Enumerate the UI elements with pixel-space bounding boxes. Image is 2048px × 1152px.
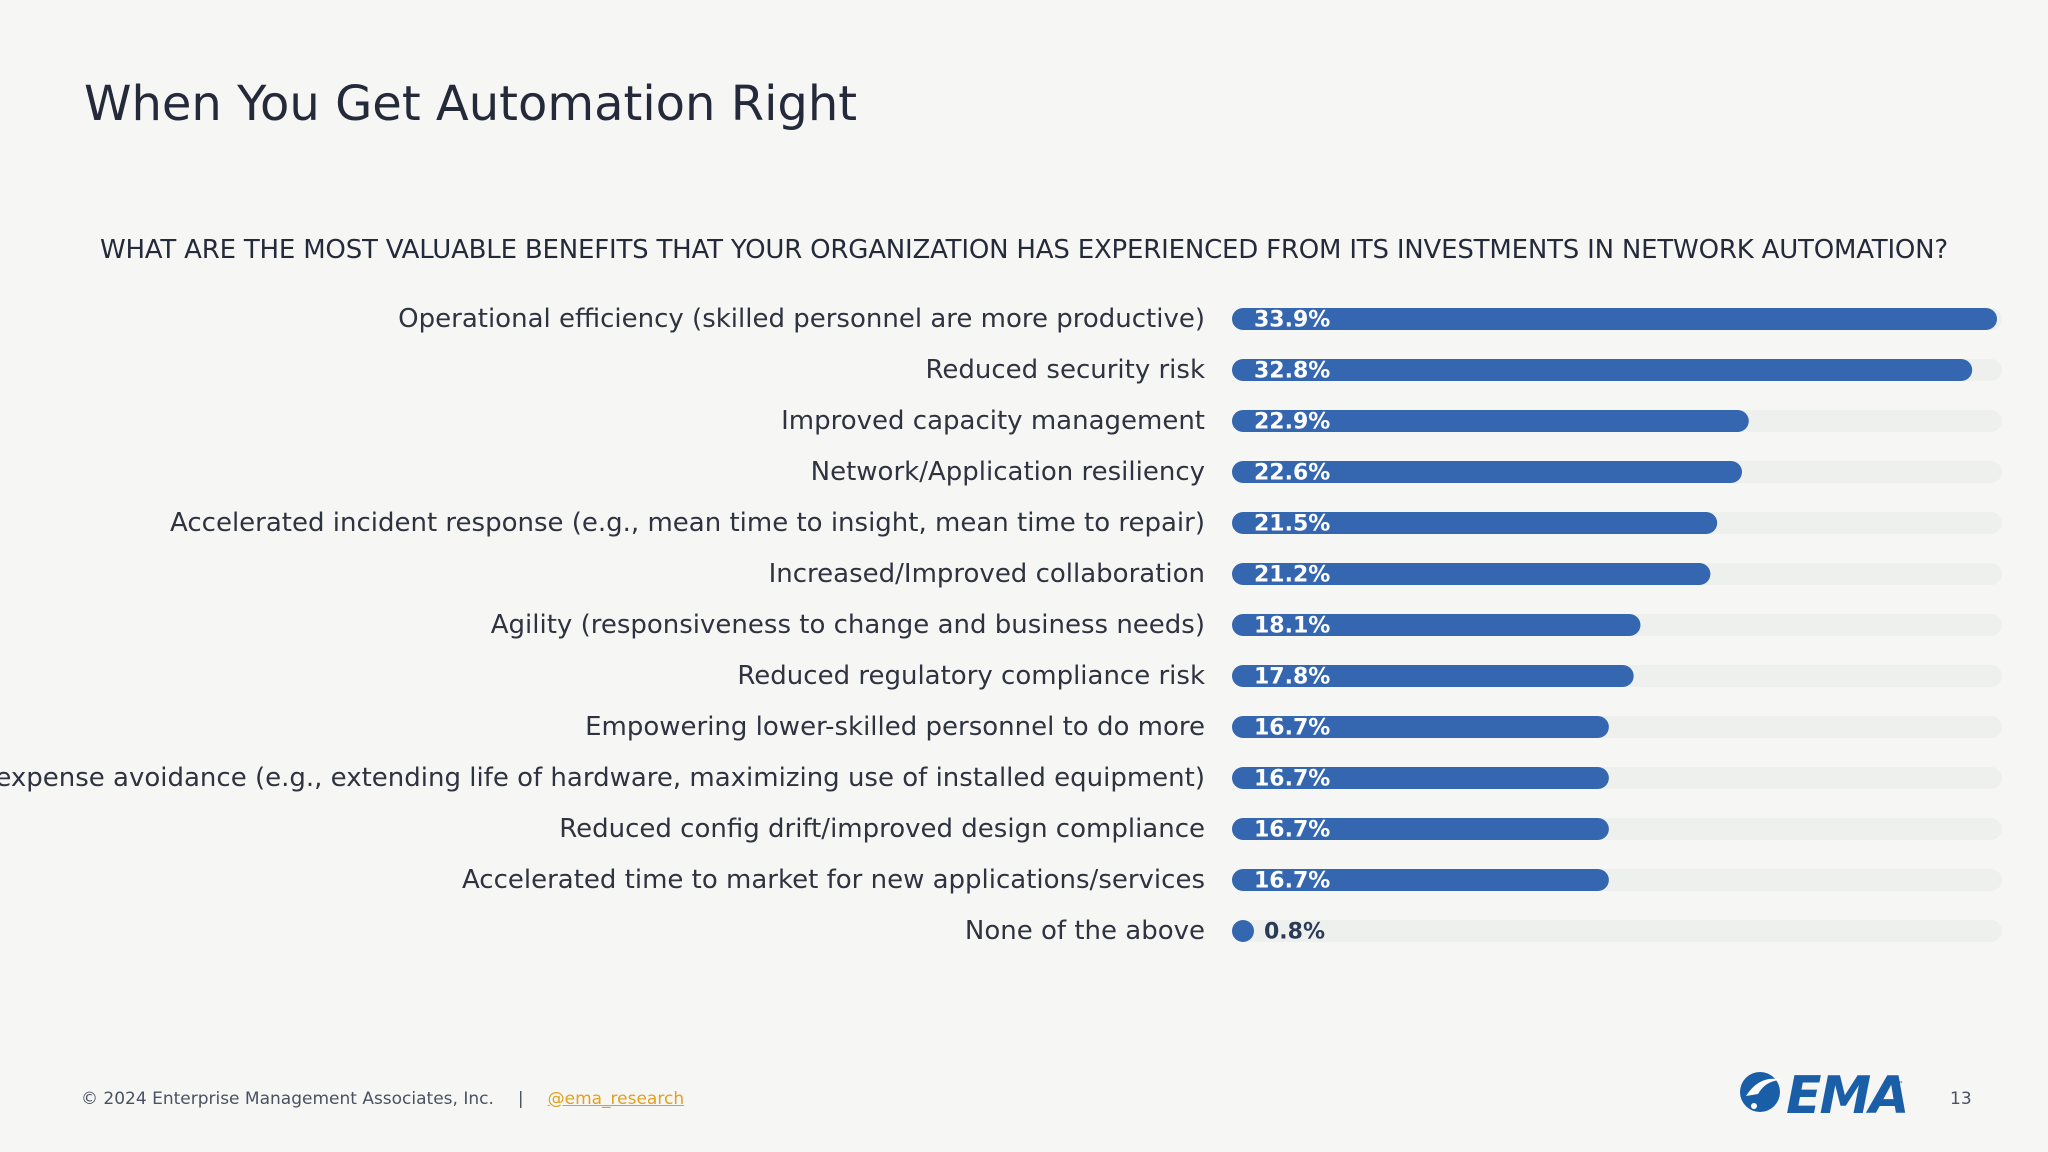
value-label: 16.7%	[1254, 767, 1330, 792]
slide-title: When You Get Automation Right	[84, 76, 858, 132]
category-label: Increased/Improved collaboration	[769, 559, 1205, 589]
page-number: 13	[1950, 1089, 1972, 1109]
bar	[1232, 512, 1718, 534]
bar	[1232, 716, 1609, 738]
ema-logo-text: EMA	[1786, 1066, 1910, 1126]
category-label: Reduced security risk	[925, 355, 1205, 385]
value-label: 18.1%	[1254, 614, 1330, 639]
value-label: 16.7%	[1254, 869, 1330, 894]
bar	[1232, 818, 1609, 840]
value-label: 32.8%	[1254, 359, 1330, 384]
survey-question: WHAT ARE THE MOST VALUABLE BENEFITS THAT…	[99, 235, 1949, 265]
copyright-text: © 2024 Enterprise Management Associates,…	[81, 1089, 494, 1109]
bar	[1232, 767, 1609, 789]
value-label: 17.8%	[1254, 665, 1330, 690]
value-label: 33.9%	[1254, 308, 1330, 333]
category-label: Reduced config drift/improved design com…	[559, 814, 1205, 844]
category-label: Accelerated time to market for new appli…	[462, 865, 1205, 895]
bar	[1232, 359, 1973, 381]
value-label: 16.7%	[1254, 818, 1330, 843]
value-label: 22.9%	[1254, 410, 1330, 435]
value-label: 21.2%	[1254, 563, 1330, 588]
category-label: Operational efficiency (skilled personne…	[398, 304, 1205, 334]
category-label: None of the above	[965, 916, 1205, 946]
category-label: Reduced regulatory compliance risk	[737, 661, 1205, 691]
ema-logo: EMA ™	[1736, 1066, 1910, 1126]
bar	[1232, 614, 1641, 636]
ema-swoosh-icon	[1740, 1072, 1782, 1112]
category-label: Agility (responsiveness to change and bu…	[491, 610, 1205, 640]
value-label: 21.5%	[1254, 512, 1330, 537]
bar	[1232, 869, 1609, 891]
value-label: 16.7%	[1254, 716, 1330, 741]
footer: © 2024 Enterprise Management Associates,…	[81, 1088, 684, 1110]
category-label: Improved capacity management	[781, 406, 1205, 436]
category-label: Network/Application resiliency	[811, 457, 1205, 487]
bar	[1232, 308, 1997, 330]
twitter-handle-link[interactable]: @ema_research	[547, 1089, 685, 1109]
value-label: 0.8%	[1264, 920, 1325, 945]
footer-separator: |	[517, 1089, 524, 1109]
category-label: Accelerated incident response (e.g., mea…	[170, 508, 1205, 538]
bar	[1232, 665, 1634, 687]
value-label: 22.6%	[1254, 461, 1330, 486]
bar	[1232, 410, 1749, 432]
category-label: Empowering lower-skilled personnel to do…	[585, 712, 1205, 742]
category-label: Capital expense avoidance (e.g., extendi…	[0, 763, 1205, 793]
bar	[1232, 461, 1742, 483]
bar-track	[1232, 920, 2002, 942]
bar	[1232, 563, 1711, 585]
bar	[1232, 920, 1254, 942]
trademark-mark: ™	[1896, 1080, 1904, 1089]
